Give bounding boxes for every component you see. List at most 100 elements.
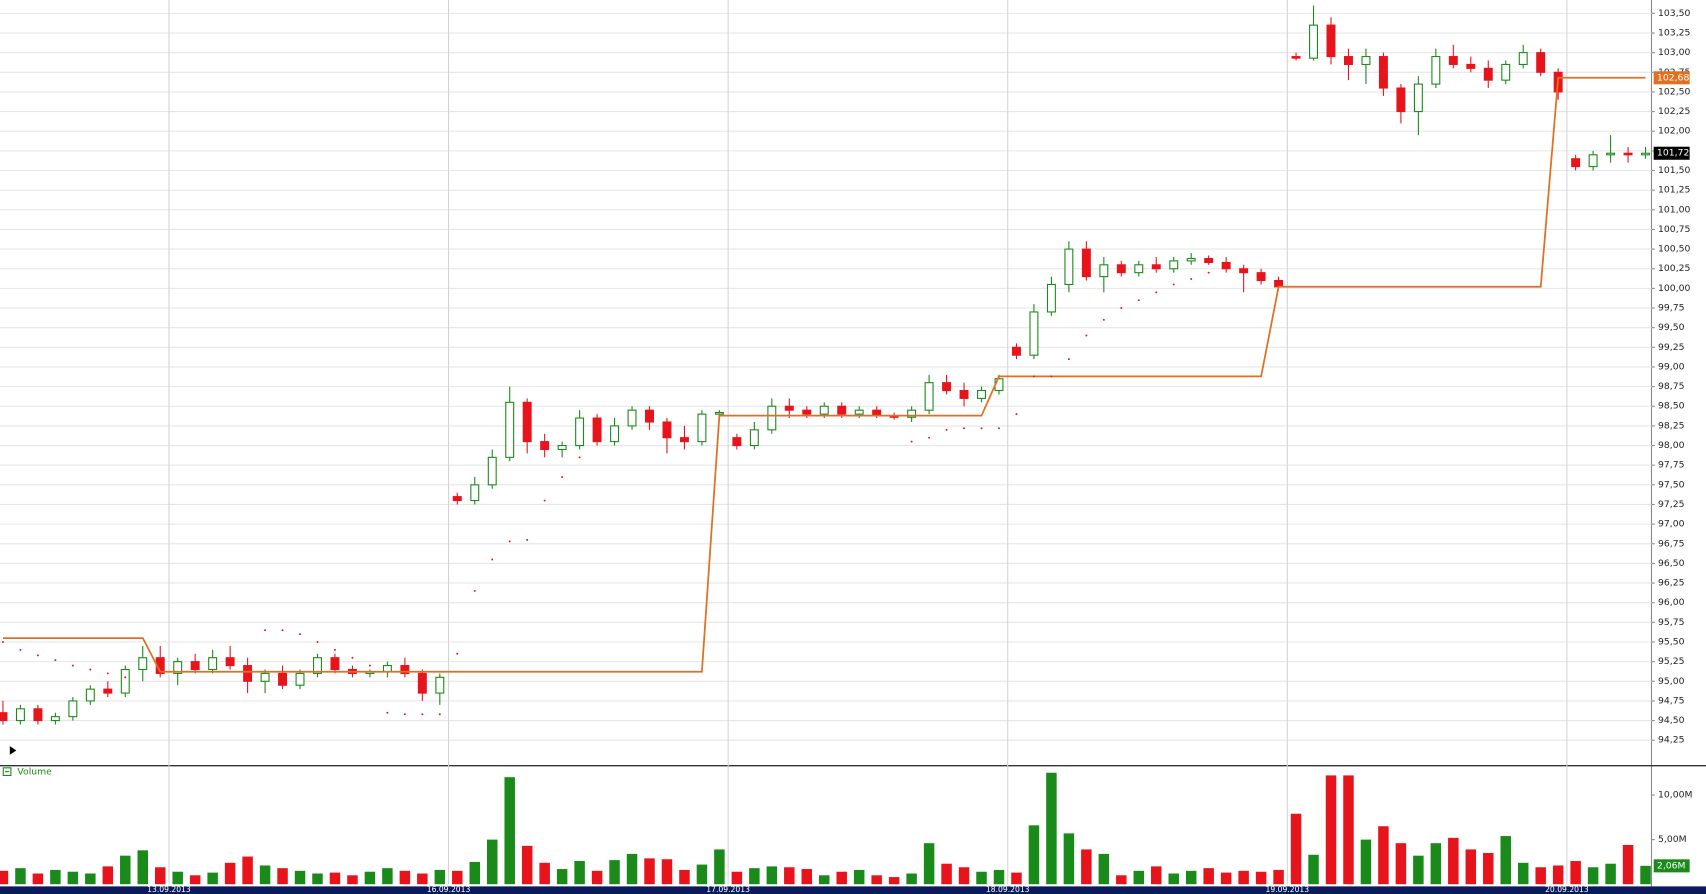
collapse-box[interactable] — [2, 767, 12, 776]
volume-bar — [120, 855, 131, 885]
volume-bar — [1028, 825, 1040, 885]
candle-body — [1641, 152, 1651, 156]
sar-dot — [106, 672, 109, 675]
volume-bar — [1622, 844, 1634, 885]
candle-body — [1343, 56, 1353, 65]
volume-bar — [294, 870, 306, 885]
y-tick-label: 96,50 — [1658, 558, 1685, 569]
candle-body — [1169, 260, 1179, 270]
volume-bar — [556, 869, 568, 885]
sar-dot — [281, 629, 284, 632]
candle-body — [854, 409, 864, 415]
volume-bar — [207, 872, 218, 885]
expand-arrow[interactable] — [9, 746, 17, 755]
volume-bar — [85, 873, 96, 885]
sar-dot — [543, 499, 546, 502]
volume-bar — [1343, 775, 1354, 885]
y-tick-label: 103,00 — [1658, 47, 1691, 58]
y-tick-label: 96,25 — [1658, 578, 1685, 589]
candle-body — [575, 417, 585, 447]
candle-body — [50, 716, 60, 722]
candle-body — [225, 657, 235, 667]
y-tick-label: 100,50 — [1658, 244, 1691, 255]
candle-body — [1134, 264, 1144, 274]
sar-dot — [980, 427, 983, 430]
volume-bar — [1378, 826, 1389, 885]
candle-body — [1029, 311, 1039, 356]
volume-bar — [1011, 872, 1022, 885]
volume-bar — [399, 870, 411, 885]
candle-body — [33, 708, 43, 722]
sar-dot — [473, 589, 476, 592]
candle-body — [400, 665, 410, 674]
candle-body — [942, 382, 952, 392]
candle-body — [1256, 272, 1266, 282]
x-tick-label: 18.09.2013 — [986, 885, 1030, 894]
volume-tick-label: 10,00M — [1658, 790, 1693, 801]
sar-dot — [456, 652, 459, 655]
sar-dot — [928, 436, 931, 439]
sar-dot — [491, 558, 494, 561]
candle-body — [1431, 56, 1441, 85]
volume-bar — [1168, 873, 1179, 885]
candle-body — [173, 661, 183, 674]
y-tick-label: 101,25 — [1658, 185, 1691, 196]
volume-bar — [382, 868, 393, 885]
volume-bar — [801, 869, 813, 885]
sar-dot — [578, 456, 581, 459]
candle-body — [679, 437, 689, 443]
volume-bar — [976, 871, 987, 885]
sar-dot — [1172, 283, 1175, 286]
candle-body — [1011, 346, 1021, 356]
sar-dot — [998, 427, 1000, 430]
candle-body — [749, 429, 759, 447]
volume-bar — [1116, 875, 1127, 885]
candle-body — [1396, 87, 1406, 113]
volume-bar — [958, 867, 970, 885]
y-tick-label: 98,00 — [1658, 440, 1685, 451]
y-tick-label: 97,00 — [1658, 519, 1685, 530]
volume-bar — [1151, 866, 1162, 885]
volume-bar — [696, 864, 708, 885]
volume-bar — [1465, 849, 1477, 885]
sar-dot — [333, 648, 336, 651]
volume-bar — [993, 869, 1005, 885]
x-tick-label: 19.09.2013 — [1266, 885, 1310, 894]
volume-bar — [1448, 837, 1459, 885]
volume-bar — [1220, 872, 1232, 885]
last-value-label: 101,72 — [1657, 148, 1689, 159]
candle-body — [1081, 248, 1091, 278]
volume-bar — [1570, 861, 1581, 885]
volume-bar — [1517, 862, 1529, 885]
y-tick-label: 94,50 — [1658, 715, 1685, 726]
volume-bar — [1430, 843, 1442, 885]
volume-bar — [1273, 869, 1284, 885]
y-tick-label: 95,50 — [1658, 636, 1685, 647]
volume-bar — [312, 873, 323, 885]
y-tick-label: 98,50 — [1658, 401, 1685, 412]
sar-dot — [386, 711, 389, 714]
candle-body — [1326, 24, 1336, 58]
sar-dot — [1085, 334, 1088, 337]
volume-bar — [50, 869, 61, 885]
y-tick-label: 101,00 — [1658, 204, 1691, 215]
candle-body — [487, 456, 497, 486]
candle-body — [1623, 152, 1633, 156]
sar-dot — [54, 659, 57, 662]
candle-body — [190, 661, 200, 671]
candle-body — [802, 409, 812, 415]
sar-dot — [1120, 307, 1123, 310]
volume-bar — [1395, 843, 1407, 885]
volume-bar — [1238, 870, 1249, 885]
volume-bar — [749, 868, 760, 885]
candle-body — [452, 496, 462, 502]
candle-body — [540, 441, 550, 451]
volume-bar — [486, 839, 498, 885]
volume-bar — [1640, 865, 1651, 885]
volume-bar — [102, 866, 114, 885]
candle-body — [15, 708, 25, 722]
sar-dot — [526, 538, 529, 541]
candle-body — [522, 401, 532, 443]
sar-dot — [19, 648, 22, 651]
